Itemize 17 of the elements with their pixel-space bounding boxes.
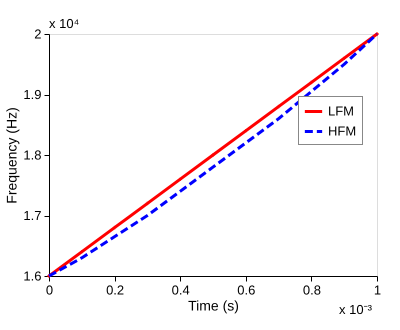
x-tick-label: 0.2 xyxy=(106,282,124,298)
y-tick-label: 1.9 xyxy=(23,87,42,102)
x-tick-label: 1 xyxy=(374,282,382,298)
x-tick-label: 0 xyxy=(46,282,54,298)
y-axis-title: Frequency (Hz) xyxy=(3,107,20,204)
x-tick-label: 0.6 xyxy=(237,282,256,298)
x-tick-label: 0.4 xyxy=(172,282,190,298)
x-tick-label: 0.8 xyxy=(302,282,321,298)
text: x 10⁴ xyxy=(49,16,80,31)
text: x 10⁻³ xyxy=(339,302,373,317)
y-tick-label: 1.8 xyxy=(23,148,42,162)
y-tick-label: 1.7 xyxy=(23,208,42,223)
y-tick-label: 2 xyxy=(34,26,42,42)
x-axis-title: Time (s) xyxy=(188,298,239,314)
legend-label: LFM xyxy=(328,104,354,118)
legend-label: HFM xyxy=(328,124,356,138)
y-tick-label: 1.6 xyxy=(23,268,42,284)
